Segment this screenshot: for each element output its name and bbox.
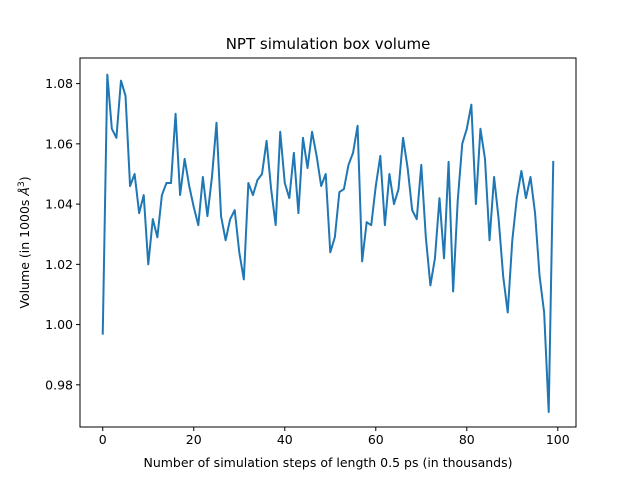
x-tick-label: 100 (546, 432, 570, 447)
y-tick-label: 0.98 (45, 377, 73, 392)
y-tick-label: 1.00 (45, 317, 73, 332)
y-tick-label: 1.06 (45, 136, 73, 151)
y-tick-label: 1.02 (45, 257, 73, 272)
plot-frame (79, 57, 577, 428)
chart-title: NPT simulation box volume (226, 35, 431, 53)
y-axis-label-end: ) (17, 176, 32, 181)
y-axis-label-symbol: Å (17, 187, 32, 197)
x-tick-label: 60 (368, 432, 384, 447)
y-tick-label: 1.08 (45, 76, 73, 91)
y-tick-label: 1.04 (45, 197, 73, 212)
y-axis-label-power: 3 (17, 181, 27, 187)
series-line-0 (101, 73, 555, 413)
y-axis-label-main: Volume (in 1000s (17, 196, 32, 309)
x-tick-label: 80 (459, 432, 475, 447)
x-tick-label: 0 (99, 432, 107, 447)
y-axis-ticks: 0.98 1.00 1.02 1.04 1.06 1.08 (45, 76, 80, 392)
x-tick-label: 20 (186, 432, 202, 447)
x-axis-label: Number of simulation steps of length 0.5… (143, 455, 512, 470)
x-axis-ticks: 0 20 40 60 80 100 (99, 427, 570, 447)
x-tick-label: 40 (277, 432, 293, 447)
y-axis-label: Volume (in 1000s Å3) (17, 176, 32, 308)
series-layer (101, 73, 555, 413)
